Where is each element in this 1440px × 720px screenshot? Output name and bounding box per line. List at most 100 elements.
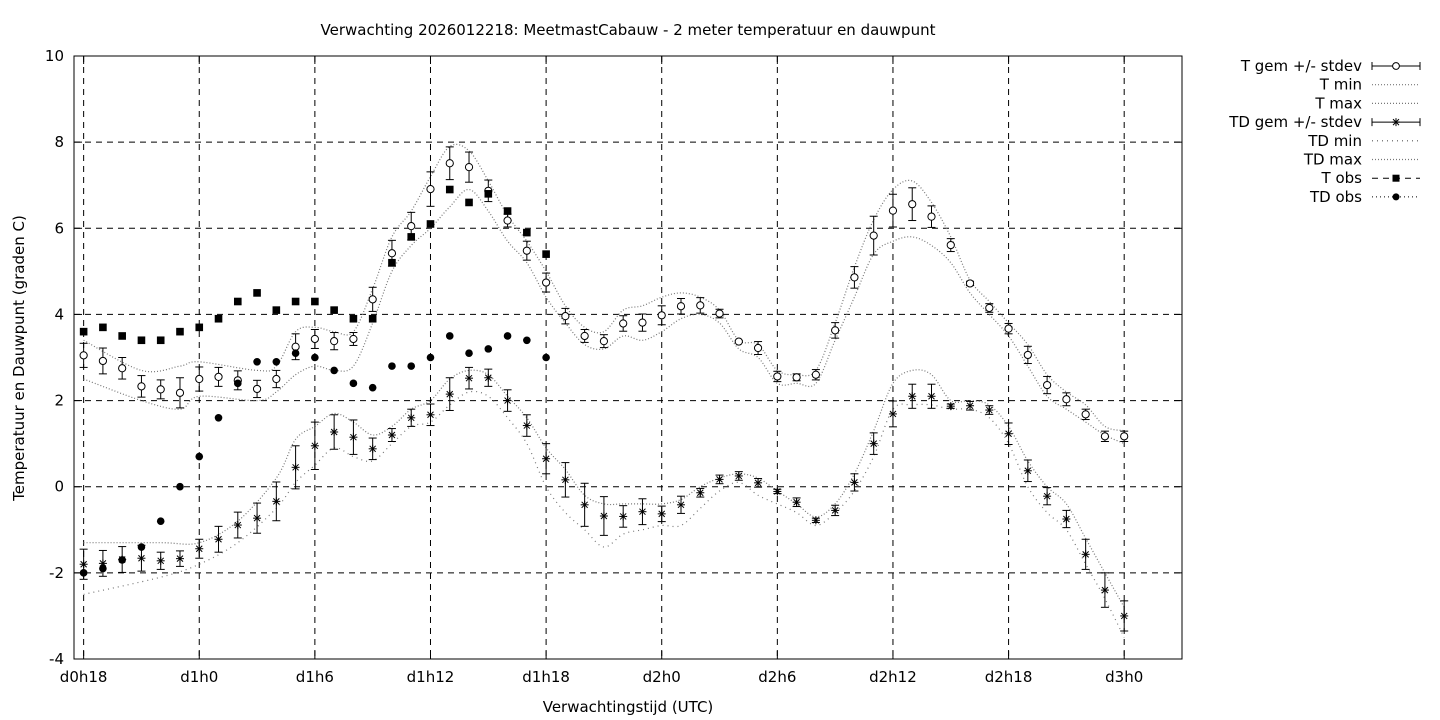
td-gem-point (368, 444, 377, 453)
td-gem-point (407, 413, 416, 422)
legend-label: T gem +/- stdev (1240, 57, 1362, 75)
t-obs-point (503, 207, 512, 215)
t-gem-point (753, 343, 763, 353)
td-gem-point (908, 392, 917, 401)
legend-marker (1392, 62, 1400, 70)
star-stroke (716, 476, 723, 483)
td-obs-point (156, 517, 165, 525)
star-stroke (1392, 118, 1400, 126)
legend-entry: TD min (1307, 132, 1420, 150)
td-gem-point (310, 441, 319, 450)
t-gem-point (542, 278, 551, 287)
star-stroke (157, 557, 165, 565)
td-obs-point (523, 336, 531, 345)
td-gem-point (542, 454, 551, 463)
y-tick-label: 2 (54, 392, 64, 410)
t-gem-point (330, 337, 339, 346)
star-stroke (446, 390, 454, 398)
t-gem-point (946, 240, 955, 250)
legend-entry: TD max (1303, 151, 1420, 169)
t-gem-point (676, 302, 686, 311)
x-tick-label: d1h6 (296, 668, 334, 686)
t-gem-point (522, 246, 531, 255)
t-gem-point (272, 374, 281, 384)
t-obs-point (349, 314, 358, 323)
t-obs-point (542, 250, 550, 258)
t-obs-point (272, 306, 281, 314)
td-obs-point (253, 358, 261, 366)
td-gem-point (1023, 466, 1032, 475)
td-gem-point (580, 500, 589, 509)
t-gem-point (98, 356, 108, 366)
x-tick-label: d2h18 (985, 668, 1033, 686)
t-gem-point (445, 159, 454, 168)
star-stroke (388, 431, 396, 439)
td-gem-point (792, 498, 801, 507)
td-obs-point (99, 564, 107, 573)
td-gem-point (503, 396, 512, 405)
star-stroke (1101, 586, 1109, 594)
t-gem-point (696, 301, 705, 310)
t-obs-point (368, 314, 377, 323)
td-gem-point (195, 544, 204, 553)
star-stroke (562, 476, 569, 484)
star-stroke (350, 433, 357, 441)
star-stroke (831, 507, 839, 514)
td-gem-point (387, 431, 396, 440)
td-gem-point (1081, 550, 1090, 559)
star-stroke (523, 422, 531, 429)
t-obs-point (156, 336, 165, 345)
t-gem-point (985, 303, 994, 313)
td-gem-point (638, 507, 647, 516)
t-obs-point (523, 228, 531, 237)
star-stroke (80, 560, 87, 568)
td-gem-point (985, 406, 994, 415)
star-stroke (928, 392, 935, 400)
t-gem-point (561, 312, 570, 321)
star-stroke (1005, 430, 1012, 438)
star-stroke (138, 554, 145, 562)
x-tick-label: d2h0 (643, 668, 681, 686)
t-gem-point (619, 319, 628, 328)
td-obs-point (311, 353, 319, 362)
legend-entry: T max (1314, 94, 1420, 112)
td-gem-point (754, 478, 763, 487)
td-obs-point (79, 569, 88, 577)
td-gem-point (465, 374, 474, 383)
t-gem-point (1043, 380, 1052, 390)
legend-label: T min (1319, 76, 1362, 94)
t-obs-point (118, 332, 126, 340)
t-obs-point (176, 327, 184, 336)
td-obs-point (330, 366, 338, 375)
t-obs-point (253, 289, 261, 297)
t-gem-point (715, 309, 724, 318)
star-stroke (1082, 550, 1090, 558)
legend-marker (1392, 193, 1400, 201)
star-stroke (793, 498, 800, 506)
star-stroke (889, 410, 897, 418)
t-gem-point (252, 384, 262, 394)
y-tick-label: 6 (54, 219, 64, 237)
t-gem-point (79, 351, 88, 360)
legend-label: T max (1314, 94, 1362, 112)
td-obs-point (272, 358, 281, 366)
td-gem-point (1062, 515, 1071, 524)
star-stroke (542, 455, 550, 463)
t-obs-point (465, 198, 473, 207)
y-tick-label: 4 (54, 305, 64, 323)
td-gem-point (1100, 586, 1109, 595)
td-gem-point (696, 488, 705, 497)
td-obs-point (349, 379, 358, 388)
y-tick-label: -2 (49, 564, 64, 582)
x-axis-label: Verwachtingstijd (UTC) (543, 698, 714, 716)
x-tick-label: d0h18 (60, 668, 108, 686)
td-gem-point (946, 402, 955, 411)
td-gem-point (484, 373, 493, 382)
legend-marker (1392, 118, 1400, 127)
td-gem-point (619, 512, 628, 521)
star-stroke (330, 428, 338, 436)
star-stroke (851, 479, 858, 486)
td-gem-point (561, 475, 570, 484)
star-stroke (234, 521, 242, 529)
